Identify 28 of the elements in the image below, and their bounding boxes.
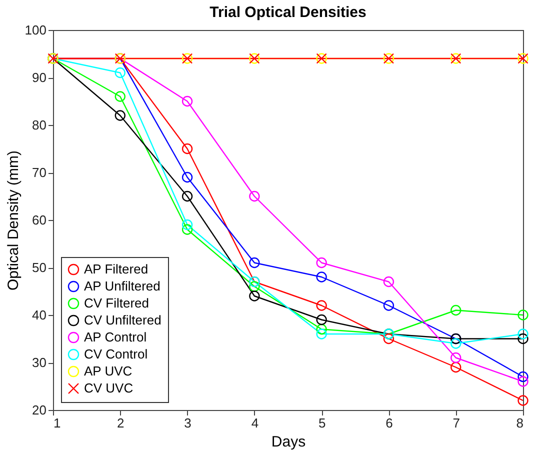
chart-title: Trial Optical Densities [210, 4, 366, 21]
y-tick-label: 40 [32, 308, 46, 322]
y-tick-label: 100 [24, 22, 46, 38]
legend-label: CV UVC [84, 380, 134, 396]
legend-label: CV Filtered [84, 296, 150, 310]
legend-label: AP Control [84, 330, 147, 344]
x-tick-label: 5 [318, 416, 326, 430]
y-tick-label: 50 [32, 260, 46, 275]
y-tick-label: 90 [32, 70, 46, 85]
y-tick-label: 30 [32, 355, 46, 370]
x-tick-label: 1 [54, 416, 61, 430]
x-tick-label: 6 [386, 416, 393, 430]
x-tick-label: 2 [117, 416, 124, 430]
x-axis-title: Days [271, 434, 306, 450]
x-tick-label: 4 [251, 416, 259, 430]
legend-label: AP Filtered [84, 262, 148, 276]
legend-label: CV Control [84, 346, 148, 362]
y-axis-title: Optical Density (mm) [4, 150, 22, 291]
y-tick-label: 70 [32, 165, 46, 180]
legend-label: CV Unfiltered [84, 312, 162, 328]
y-tick-label: 80 [32, 118, 46, 132]
y-tick-label: 20 [32, 402, 46, 418]
x-tick-label: 7 [452, 416, 460, 430]
legend-label: AP Unfiltered [84, 278, 160, 294]
x-tick-label: 3 [184, 416, 192, 430]
y-tick-label: 60 [32, 212, 46, 228]
legend-label: AP UVC [84, 364, 132, 378]
x-tick-label: 8 [516, 416, 524, 430]
